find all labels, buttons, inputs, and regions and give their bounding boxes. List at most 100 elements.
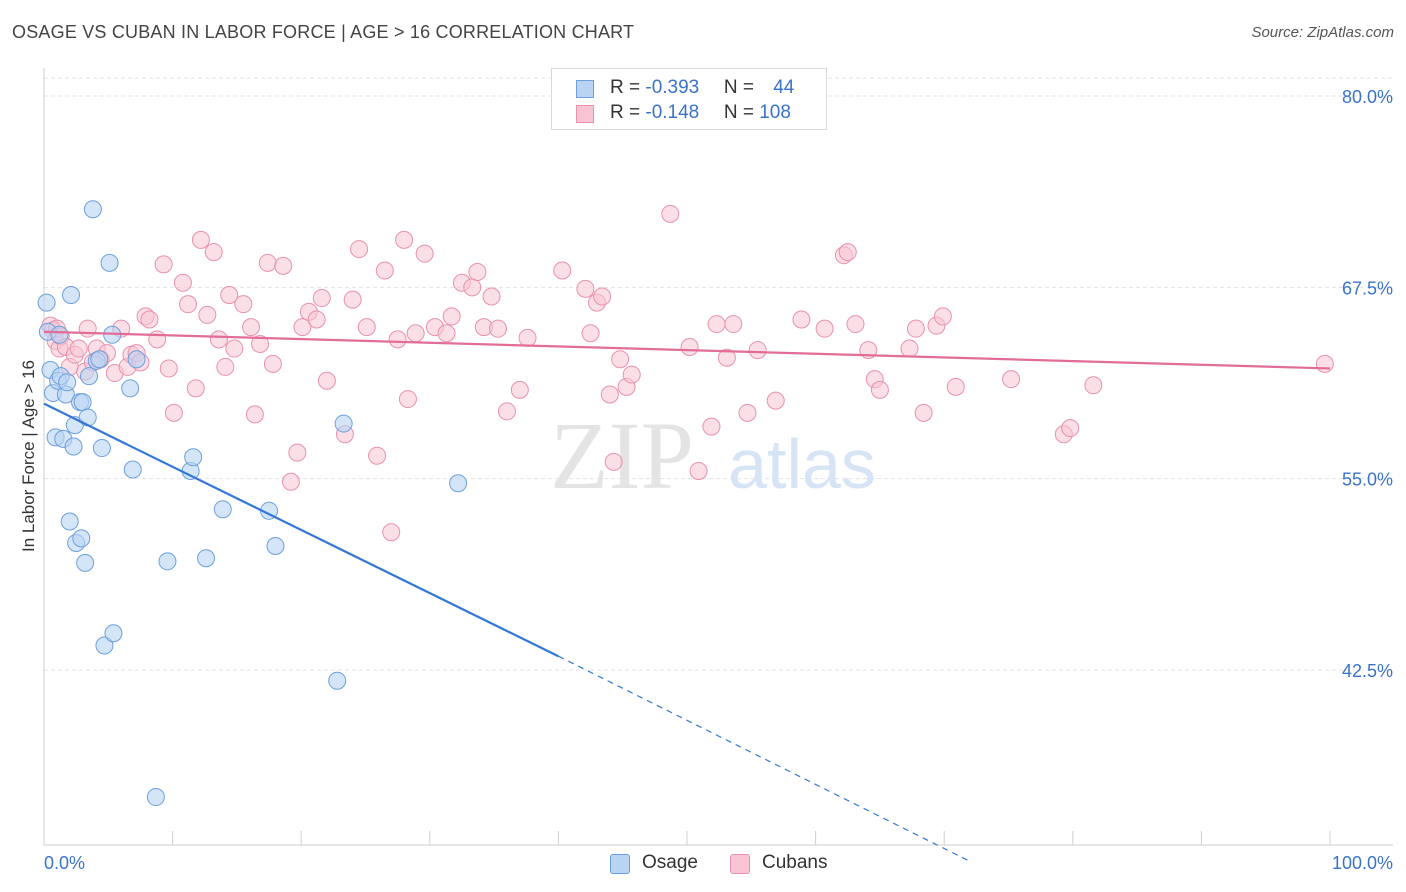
cuban-point — [576, 279, 595, 298]
x-tick-label: 0.0% — [44, 853, 85, 873]
cuban-point — [78, 319, 97, 338]
osage-point — [62, 285, 81, 304]
cuban-point — [815, 319, 834, 338]
cuban-point — [680, 338, 699, 357]
legend-r-label: R = — [610, 102, 646, 123]
cuban-point — [234, 295, 253, 314]
cuban-point — [69, 339, 88, 358]
cuban-point — [748, 341, 767, 360]
cuban-point — [140, 310, 159, 329]
cuban-point — [553, 261, 572, 280]
cuban-point — [415, 244, 434, 263]
osage-point — [95, 636, 114, 655]
osage-point — [266, 537, 285, 556]
cuban-point — [191, 230, 210, 249]
osage-point — [334, 414, 353, 433]
osage-point — [92, 439, 111, 458]
cuban-point — [906, 319, 925, 338]
tick-labels: 42.5% 55.0% 67.5% 80.0% 0.0% 100.0% — [44, 87, 1393, 873]
cuban-point — [497, 402, 516, 421]
cuban-point — [225, 339, 244, 358]
watermark: ZIP atlas — [550, 402, 876, 509]
cuban-point — [946, 377, 965, 396]
osage-point — [90, 350, 109, 369]
x-tick-label: 100.0% — [1332, 853, 1393, 873]
cuban-point — [288, 443, 307, 462]
stats-legend: R = -0.393 N = 44 R = -0.148 N = 108 — [551, 68, 827, 130]
cuban-point — [488, 319, 507, 338]
cuban-point — [245, 405, 264, 424]
cuban-point — [198, 305, 217, 324]
cuban-points — [41, 204, 1334, 542]
cuban-point — [281, 472, 300, 491]
cuban-point — [463, 278, 482, 297]
cuban-trend-line — [43, 330, 1331, 370]
osage-point — [123, 460, 142, 479]
axes — [43, 68, 1393, 846]
cuban-point — [689, 462, 708, 481]
legend-n-value: 44 — [773, 77, 795, 98]
legend-r-value: -0.393 — [645, 77, 700, 98]
osage-point — [158, 552, 177, 571]
cuban-point — [209, 330, 228, 349]
osage-point — [58, 373, 77, 392]
cuban-point — [581, 324, 600, 343]
cuban-point — [186, 379, 205, 398]
cuban-point — [846, 315, 865, 334]
cuban-point — [251, 334, 270, 353]
legend-r-label: R = — [610, 77, 646, 98]
cuban-point — [312, 289, 331, 308]
osage-point — [127, 350, 146, 369]
cuban-point — [707, 315, 726, 334]
cuban-point — [593, 287, 612, 306]
osage-point — [449, 474, 468, 493]
osage-point — [328, 671, 347, 690]
cuban-point — [792, 310, 811, 329]
cuban-point — [1002, 370, 1021, 389]
cuban-point — [388, 330, 407, 349]
osage-point — [197, 549, 216, 568]
cuban-point — [395, 230, 414, 249]
cuban-point — [838, 243, 857, 262]
cuban-point — [724, 315, 743, 334]
osage-point — [100, 253, 119, 272]
cuban-point — [258, 253, 277, 272]
cuban-point — [357, 318, 376, 337]
chart-title: OSAGE VS CUBAN IN LABOR FORCE | AGE > 16… — [12, 22, 635, 42]
cubans-legend-swatch — [730, 854, 750, 874]
watermark-atlas: atlas — [728, 425, 876, 503]
cuban-point — [766, 391, 785, 410]
cuban-point — [398, 390, 417, 409]
cuban-point — [702, 417, 721, 436]
osage-point — [72, 529, 91, 548]
osage-trend-line — [43, 402, 559, 658]
cuban-point — [179, 295, 198, 314]
cuban-point — [870, 380, 889, 399]
cuban-point — [437, 324, 456, 343]
y-tick-label: 80.0% — [1342, 87, 1393, 107]
osage-point — [146, 788, 165, 807]
cuban-point — [1084, 376, 1103, 395]
cuban-point — [368, 446, 387, 465]
cuban-point — [600, 385, 619, 404]
osage-point — [213, 500, 232, 519]
cuban-point — [375, 261, 394, 280]
cuban-point — [468, 263, 487, 282]
osage-trend-extension — [558, 655, 971, 862]
cubans-swatch — [576, 105, 594, 123]
cuban-point — [274, 256, 293, 275]
cuban-point — [317, 371, 336, 390]
cuban-point — [933, 307, 952, 326]
osage-point — [37, 293, 56, 312]
watermark-zip: ZIP — [550, 402, 694, 509]
cuban-point — [263, 354, 282, 373]
osage-point — [64, 437, 83, 456]
legend-n-label: N = — [723, 77, 760, 98]
cuban-point — [307, 310, 326, 329]
cuban-point — [220, 285, 239, 304]
osage-point — [80, 367, 99, 386]
osage-point — [50, 325, 69, 344]
y-tick-label: 67.5% — [1342, 278, 1393, 298]
cuban-point — [482, 287, 501, 306]
